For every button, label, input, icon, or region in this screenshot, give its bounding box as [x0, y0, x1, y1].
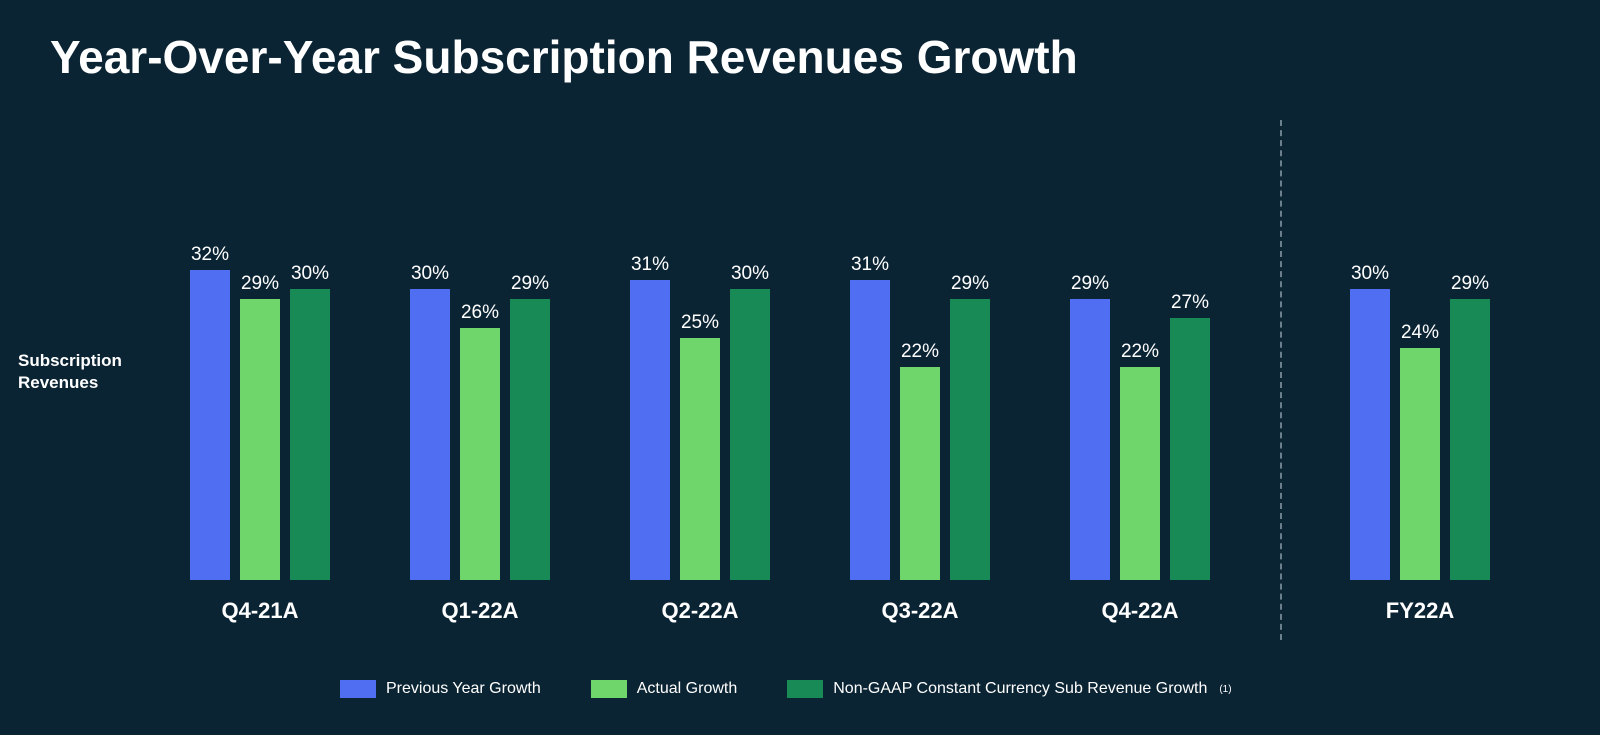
chart-group: 29%22%27%Q4-22A	[1060, 180, 1220, 580]
chart-group: 30%24%29%FY22A	[1340, 180, 1500, 580]
chart-bar: 32%	[190, 270, 230, 580]
chart-bar-value-label: 26%	[460, 302, 500, 324]
y-axis-label-line1: Subscription	[18, 350, 122, 372]
chart-bar-value-label: 31%	[630, 254, 670, 276]
chart-bar-value-label: 25%	[680, 312, 720, 334]
chart-bar-value-label: 29%	[510, 273, 550, 295]
legend-label: Actual Growth	[637, 680, 737, 698]
chart-group: 30%26%29%Q1-22A	[400, 180, 560, 580]
chart-bar: 22%	[1120, 367, 1160, 580]
legend-swatch	[787, 680, 823, 698]
chart-group-bars: 29%22%27%	[1060, 180, 1220, 580]
chart-bar-value-label: 29%	[1070, 273, 1110, 295]
chart-bar: 30%	[730, 289, 770, 580]
chart-bar-value-label: 30%	[730, 263, 770, 285]
chart-group-bars: 32%29%30%	[180, 180, 340, 580]
slide-root: Year-Over-Year Subscription Revenues Gro…	[0, 0, 1600, 735]
legend-swatch	[591, 680, 627, 698]
chart-bar-value-label: 30%	[410, 263, 450, 285]
chart-bar: 30%	[1350, 289, 1390, 580]
legend-label: Non-GAAP Constant Currency Sub Revenue G…	[833, 680, 1207, 698]
legend-label: Previous Year Growth	[386, 680, 541, 698]
chart-category-label: Q2-22A	[620, 598, 780, 624]
chart-bar: 30%	[290, 289, 330, 580]
chart-bar: 24%	[1400, 348, 1440, 581]
legend-item: Previous Year Growth	[340, 680, 541, 698]
chart-bar: 26%	[460, 328, 500, 580]
legend-footnote: (1)	[1219, 684, 1231, 695]
chart-bar: 25%	[680, 338, 720, 580]
chart-divider	[1280, 120, 1282, 640]
chart-bar-value-label: 27%	[1170, 292, 1210, 314]
chart-bar-value-label: 29%	[1450, 273, 1490, 295]
legend-item: Non-GAAP Constant Currency Sub Revenue G…	[787, 680, 1231, 698]
chart-bar: 22%	[900, 367, 940, 580]
chart-bar-value-label: 29%	[950, 273, 990, 295]
chart-bar-value-label: 30%	[290, 263, 330, 285]
chart-bar-value-label: 22%	[900, 341, 940, 363]
chart-legend: Previous Year Growth Actual Growth Non-GAA…	[340, 680, 1232, 698]
chart-group-bars: 31%22%29%	[840, 180, 1000, 580]
y-axis-label: Subscription Revenues	[18, 350, 122, 394]
chart-bar: 29%	[240, 299, 280, 580]
chart-bar: 30%	[410, 289, 450, 580]
chart-bar: 29%	[510, 299, 550, 580]
chart-bar-value-label: 31%	[850, 254, 890, 276]
chart-category-label: Q4-22A	[1060, 598, 1220, 624]
chart-group-bars: 30%26%29%	[400, 180, 560, 580]
slide-title: Year-Over-Year Subscription Revenues Gro…	[50, 30, 1078, 84]
chart-group: 31%22%29%Q3-22A	[840, 180, 1000, 580]
y-axis-label-line2: Revenues	[18, 372, 122, 394]
chart-category-label: FY22A	[1340, 598, 1500, 624]
chart-bar-value-label: 24%	[1400, 322, 1440, 344]
chart-bar: 31%	[630, 280, 670, 580]
chart-group: 32%29%30%Q4-21A	[180, 180, 340, 580]
chart-bar: 27%	[1170, 318, 1210, 580]
chart-bar: 29%	[1450, 299, 1490, 580]
chart-group-bars: 31%25%30%	[620, 180, 780, 580]
chart-bar: 29%	[1070, 299, 1110, 580]
chart-category-label: Q4-21A	[180, 598, 340, 624]
chart-bar-value-label: 22%	[1120, 341, 1160, 363]
legend-swatch	[340, 680, 376, 698]
chart-bar-value-label: 32%	[190, 244, 230, 266]
chart-group-bars: 30%24%29%	[1340, 180, 1500, 580]
legend-item: Actual Growth	[591, 680, 737, 698]
chart-bar-value-label: 30%	[1350, 263, 1390, 285]
chart-bar-value-label: 29%	[240, 273, 280, 295]
chart-category-label: Q3-22A	[840, 598, 1000, 624]
chart-bar: 29%	[950, 299, 990, 580]
chart-bar: 31%	[850, 280, 890, 580]
chart-category-label: Q1-22A	[400, 598, 560, 624]
chart-group: 31%25%30%Q2-22A	[620, 180, 780, 580]
chart-plot-area: 32%29%30%Q4-21A 30%26%29%Q1-22A 31%25%30%Q…	[170, 180, 1550, 580]
